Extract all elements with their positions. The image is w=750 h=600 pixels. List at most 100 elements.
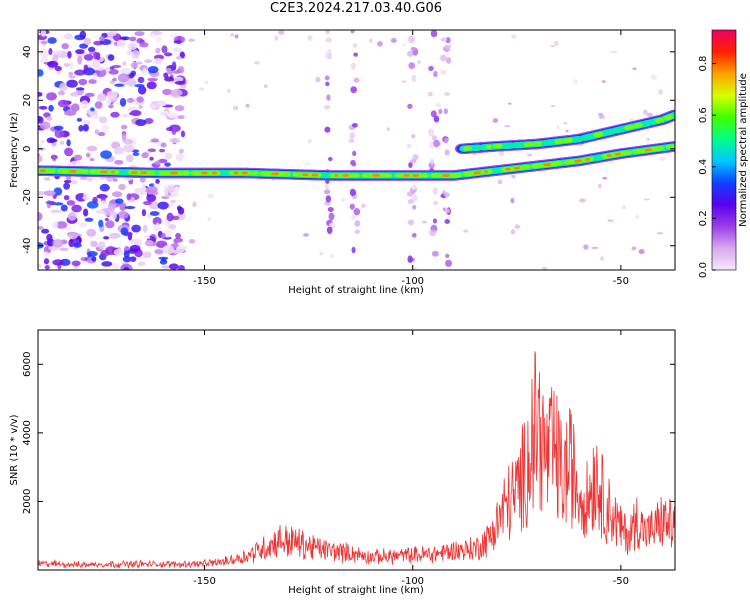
heatmap-cell — [107, 202, 116, 212]
colorbar-tick-label: 0.6 — [698, 107, 709, 123]
heatmap-cell — [304, 162, 311, 165]
heatmap-cell — [556, 124, 560, 130]
heatmap-cell — [328, 212, 335, 221]
heatmap-cell — [263, 84, 268, 88]
heatmap-cell — [147, 65, 159, 74]
colorbar: 0.0 0.2 0.4 0.6 0.8 Normalized spectral ampl… — [698, 29, 749, 278]
heatmap-cell — [111, 263, 119, 270]
heatmap-cell — [134, 31, 145, 37]
heatmap-cell — [66, 139, 71, 147]
heatmap-cell — [106, 90, 118, 100]
heatmap-cell — [106, 98, 112, 106]
heatmap-cell — [38, 105, 48, 110]
heatmap-cell — [110, 170, 115, 174]
heatmap-cell — [349, 188, 357, 197]
heatmap-cell — [162, 88, 173, 96]
snr-frame — [37, 329, 676, 571]
heatmap-cell — [444, 44, 452, 50]
heatmap-cell — [411, 183, 417, 191]
heatmap-cell — [64, 33, 74, 40]
heatmap-cell — [79, 43, 89, 49]
heatmap-cell — [352, 122, 358, 128]
heatmap-cell — [38, 263, 42, 269]
heatmap-cell — [52, 154, 57, 162]
heatmap-cell — [114, 159, 124, 165]
heatmap-cell — [40, 30, 47, 37]
heatmap-cell — [174, 186, 180, 193]
heatmap-cell — [213, 171, 218, 175]
heatmap-cell — [122, 255, 132, 263]
heatmap-cell — [511, 174, 516, 179]
heatmap-cell — [643, 109, 648, 115]
heatmap-cell — [80, 100, 89, 109]
heatmap-cell — [510, 229, 516, 235]
heatmap-cell — [78, 222, 88, 228]
heatmap-cell — [44, 190, 56, 197]
heatmap-cell — [646, 112, 653, 117]
heatmap-cell — [492, 118, 499, 123]
heatmap-cell — [204, 80, 209, 85]
heatmap-cell — [94, 101, 103, 109]
heatmap-cell — [134, 83, 145, 88]
heatmap-cell — [105, 220, 115, 229]
heatmap-cell — [127, 42, 138, 51]
heatmap-cell — [325, 37, 332, 43]
heatmap-cell — [111, 191, 123, 198]
heatmap-cell — [385, 173, 392, 178]
heatmap-cell — [44, 265, 50, 270]
heatmap-cell — [86, 152, 91, 158]
heatmap-cell — [234, 34, 239, 39]
x-tick-label: -50 — [613, 276, 629, 287]
heatmap-cell — [152, 217, 162, 226]
heatmap-cell — [117, 210, 129, 219]
heatmap-cell — [445, 253, 450, 258]
heatmap-cell — [78, 124, 84, 132]
heatmap-cell — [327, 207, 334, 212]
heatmap-cell — [116, 39, 126, 48]
heatmap-cell — [139, 42, 149, 48]
heatmap-cell — [66, 200, 76, 206]
heatmap-cell — [46, 116, 53, 121]
heatmap-cell — [440, 37, 448, 42]
heatmap-cell — [484, 170, 489, 174]
heatmap-cell — [98, 219, 104, 228]
heatmap-cell — [100, 150, 112, 159]
y-tick-label: 0 — [22, 146, 33, 152]
heatmap-cell — [325, 195, 332, 203]
heatmap-cell — [149, 170, 157, 176]
heatmap-cell — [123, 250, 130, 258]
heatmap-cell — [113, 248, 124, 256]
heatmap-cell — [48, 48, 53, 55]
heatmap-cell — [107, 54, 115, 61]
heatmap-cell — [110, 200, 117, 205]
colorbar-gradient — [712, 30, 736, 270]
heatmap-cell — [407, 103, 413, 109]
heatmap-cell — [83, 38, 92, 46]
heatmap-cell — [323, 189, 331, 195]
heatmap-cell — [411, 74, 417, 83]
heatmap-cell — [602, 176, 608, 180]
heatmap-cell — [83, 208, 89, 217]
heatmap-cell — [86, 251, 98, 257]
heatmap-cell — [657, 146, 665, 151]
heatmap-cell — [71, 260, 81, 267]
heatmap-cell — [138, 105, 143, 109]
heatmap-cell — [351, 214, 356, 221]
heatmap-cell — [61, 43, 69, 50]
heatmap-cell — [183, 170, 190, 176]
heatmap-cell — [173, 171, 178, 175]
heatmap-cell — [192, 201, 197, 208]
heatmap-cell — [74, 69, 86, 76]
heatmap-cell — [154, 57, 163, 65]
heatmap-cell — [129, 244, 141, 252]
y-tick-label: -20 — [22, 189, 33, 205]
heatmap-cell — [109, 66, 115, 70]
heatmap-cell — [617, 152, 622, 156]
heatmap-cell — [170, 89, 183, 97]
heatmap-cell — [188, 38, 196, 43]
heatmap-cell — [566, 137, 573, 143]
heatmap-cell — [129, 36, 137, 42]
heatmap-cell — [207, 216, 211, 222]
heatmap-cell — [83, 54, 94, 61]
y-tick-label: 20 — [22, 94, 33, 107]
